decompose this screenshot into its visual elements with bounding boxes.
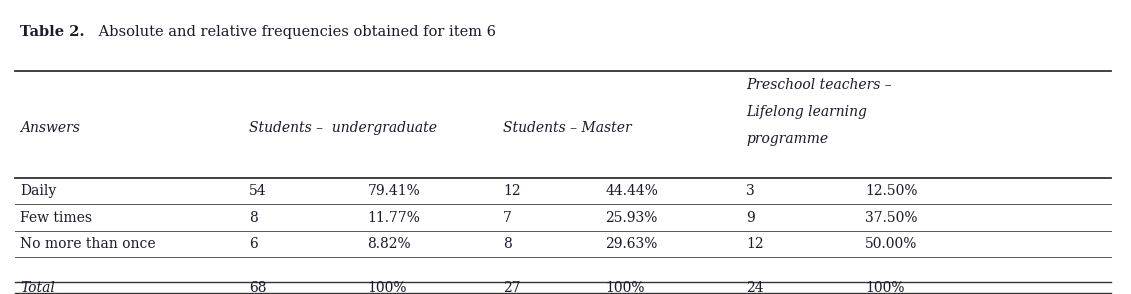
Text: 6: 6 xyxy=(249,237,258,251)
Text: 100%: 100% xyxy=(605,281,645,294)
Text: 25.93%: 25.93% xyxy=(605,211,657,225)
Text: Absolute and relative frequencies obtained for item 6: Absolute and relative frequencies obtain… xyxy=(94,25,495,39)
Text: 100%: 100% xyxy=(865,281,905,294)
Text: No more than once: No more than once xyxy=(20,237,156,251)
Text: Few times: Few times xyxy=(20,211,93,225)
Text: 50.00%: 50.00% xyxy=(865,237,917,251)
Text: 79.41%: 79.41% xyxy=(368,184,421,198)
Text: Lifelong learning: Lifelong learning xyxy=(746,105,867,119)
Text: Students –  undergraduate: Students – undergraduate xyxy=(249,121,437,135)
Text: 8: 8 xyxy=(503,237,512,251)
Text: 29.63%: 29.63% xyxy=(605,237,657,251)
Text: Table 2.: Table 2. xyxy=(20,25,85,39)
Text: 8: 8 xyxy=(249,211,258,225)
Text: 9: 9 xyxy=(746,211,756,225)
Text: 27: 27 xyxy=(503,281,521,294)
Text: 100%: 100% xyxy=(368,281,407,294)
Text: 8.82%: 8.82% xyxy=(368,237,412,251)
Text: 37.50%: 37.50% xyxy=(865,211,917,225)
Text: programme: programme xyxy=(746,132,829,146)
Text: 44.44%: 44.44% xyxy=(605,184,658,198)
Text: 3: 3 xyxy=(746,184,756,198)
Text: Daily: Daily xyxy=(20,184,57,198)
Text: 7: 7 xyxy=(503,211,512,225)
Text: 68: 68 xyxy=(249,281,266,294)
Text: Preschool teachers –: Preschool teachers – xyxy=(746,78,892,92)
Text: 12: 12 xyxy=(503,184,521,198)
Text: 12.50%: 12.50% xyxy=(865,184,917,198)
Text: 11.77%: 11.77% xyxy=(368,211,421,225)
Text: 54: 54 xyxy=(249,184,267,198)
Text: 24: 24 xyxy=(746,281,765,294)
Text: Students – Master: Students – Master xyxy=(503,121,632,135)
Text: Answers: Answers xyxy=(20,121,80,135)
Text: Total: Total xyxy=(20,281,55,294)
Text: 12: 12 xyxy=(746,237,765,251)
